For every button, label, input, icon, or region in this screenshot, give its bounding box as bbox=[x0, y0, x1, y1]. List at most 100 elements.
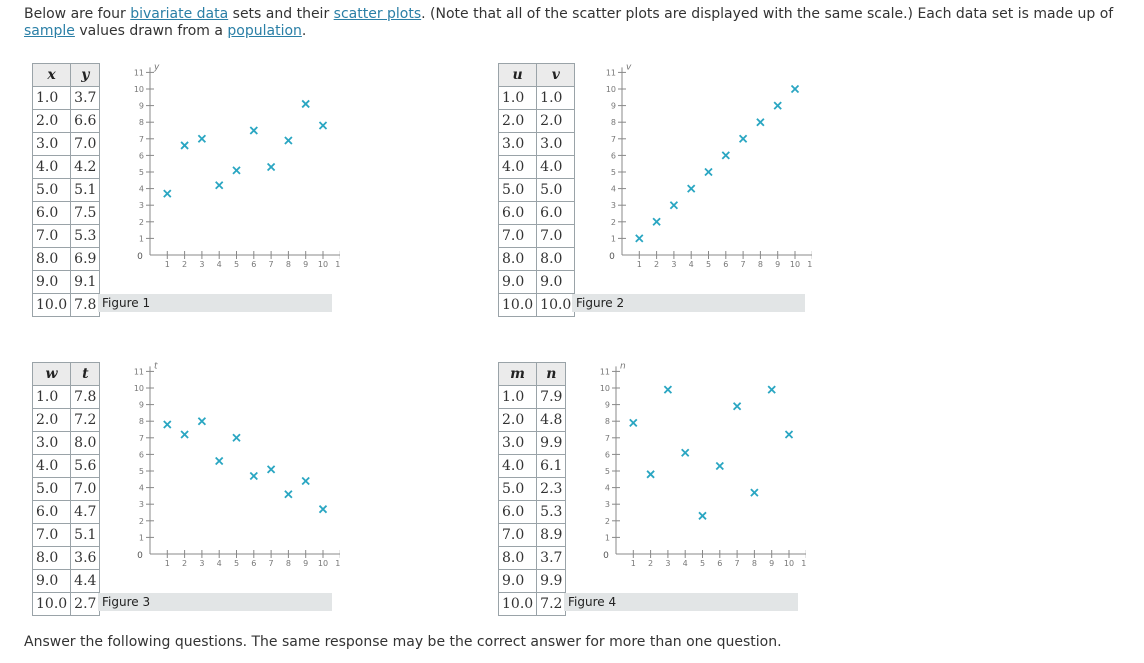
data-point bbox=[721, 151, 730, 160]
x-tick-label: 2 bbox=[648, 559, 653, 568]
sample-link[interactable]: sample bbox=[24, 23, 75, 39]
data-point bbox=[318, 505, 328, 514]
y-value-cell: 9.0 bbox=[536, 270, 576, 294]
data-point bbox=[249, 471, 258, 481]
table-row: 10.0 10.0 bbox=[497, 293, 576, 317]
table-row: 3.0 9.9 bbox=[497, 431, 567, 455]
x-tick-label: 8 bbox=[286, 260, 291, 269]
intro-text-part: . (Note that all of the scatter plots ar… bbox=[421, 6, 1114, 22]
x-tick-label: 10 bbox=[790, 260, 800, 269]
data-point bbox=[232, 433, 241, 442]
x-column-header: u bbox=[497, 63, 538, 87]
y-value-cell: 7.2 bbox=[536, 592, 567, 616]
y-value-cell: 7.9 bbox=[536, 385, 567, 409]
x-tick-label: 10 bbox=[784, 559, 794, 568]
data-point bbox=[180, 141, 189, 150]
y-value-cell: 4.8 bbox=[536, 408, 567, 432]
y-tick-label: 11 bbox=[134, 367, 144, 376]
y-value-cell: 4.2 bbox=[70, 155, 101, 179]
x-tick-label: 10 bbox=[318, 559, 328, 568]
scatter-plot: 011223344556677889910101111wt bbox=[110, 361, 355, 591]
x-tick-label: 7 bbox=[269, 559, 274, 568]
intro-text-part: values drawn from a bbox=[74, 23, 228, 39]
y-tick-label: 1 bbox=[139, 533, 144, 542]
data-table: w t 1.0 7.8 2.0 7.2 3.0 8.0 4.0 5.6 5.0 7.0 6.0 4.7 7.… bbox=[31, 362, 101, 616]
table-row: 8.0 8.0 bbox=[497, 247, 576, 271]
x-tick-label: 4 bbox=[217, 559, 222, 568]
table-row: 5.0 7.0 bbox=[31, 477, 101, 501]
x-value-cell: 9.0 bbox=[497, 270, 538, 294]
axes: 011223344556677889910101111uv bbox=[606, 62, 825, 269]
y-tick-label: 4 bbox=[611, 185, 616, 194]
y-value-cell: 7.0 bbox=[70, 132, 101, 156]
table-row: 4.0 5.6 bbox=[31, 454, 101, 478]
y-value-cell: 7.0 bbox=[536, 224, 576, 248]
y-value-cell: 9.9 bbox=[536, 431, 567, 455]
y-tick-label: 1 bbox=[605, 533, 610, 542]
table-row: 6.0 6.0 bbox=[497, 201, 576, 225]
x-value-cell: 10.0 bbox=[497, 293, 538, 317]
data-point bbox=[767, 385, 776, 394]
x-tick-label: 7 bbox=[269, 260, 274, 269]
y-tick-label: 2 bbox=[611, 218, 616, 227]
table-row: 2.0 4.8 bbox=[497, 408, 567, 432]
table-row: 9.0 9.1 bbox=[31, 270, 101, 294]
table-row: 1.0 7.9 bbox=[497, 385, 567, 409]
table-row: 7.0 7.0 bbox=[497, 224, 576, 248]
bivariate-data-link[interactable]: bivariate data bbox=[130, 6, 229, 22]
x-tick-label: 9 bbox=[303, 559, 308, 568]
figure-2-block: u v 1.0 1.0 2.0 2.0 3.0 3.0 4.0 4.0 5.0 5.0 6.0 6.0 7.… bbox=[497, 62, 825, 317]
table-row: 8.0 3.7 bbox=[497, 546, 567, 570]
scatter-plot-svg: 011223344556677889910101111xy bbox=[134, 62, 353, 269]
x-value-cell: 8.0 bbox=[31, 546, 72, 570]
x-tick-label: 3 bbox=[665, 559, 670, 568]
x-value-cell: 10.0 bbox=[31, 592, 72, 616]
y-column-header: t bbox=[70, 362, 101, 386]
x-tick-label: 11 bbox=[335, 260, 340, 269]
data-points bbox=[163, 417, 328, 514]
y-tick-label: 10 bbox=[134, 85, 144, 94]
data-point bbox=[197, 417, 207, 426]
y-value-cell: 3.0 bbox=[536, 132, 576, 156]
x-value-cell: 6.0 bbox=[31, 500, 72, 524]
y-value-cell: 2.0 bbox=[536, 109, 576, 133]
y-value-cell: 7.8 bbox=[70, 385, 101, 409]
x-tick-label: 9 bbox=[769, 559, 774, 568]
x-tick-label: 1 bbox=[165, 260, 170, 269]
origin-label: 0 bbox=[609, 252, 615, 262]
table-row: 8.0 6.9 bbox=[31, 247, 101, 271]
x-tick-label: 9 bbox=[303, 260, 308, 269]
y-tick-label: 2 bbox=[139, 218, 144, 227]
data-point bbox=[687, 184, 696, 193]
x-tick-label: 5 bbox=[706, 260, 711, 269]
y-value-cell: 7.5 bbox=[70, 201, 101, 225]
y-tick-label: 7 bbox=[605, 434, 610, 443]
y-column-header: n bbox=[536, 362, 567, 386]
table-row: 10.0 2.7 bbox=[31, 592, 101, 616]
y-tick-label: 10 bbox=[606, 85, 616, 94]
y-tick-label: 7 bbox=[611, 135, 616, 144]
population-link[interactable]: population bbox=[227, 23, 302, 39]
y-tick-label: 8 bbox=[605, 417, 610, 426]
x-value-cell: 4.0 bbox=[31, 454, 72, 478]
data-table: m n 1.0 7.9 2.0 4.8 3.0 9.9 4.0 6.1 5.0 2.3 6.0 5.3 7.… bbox=[497, 362, 567, 616]
x-value-cell: 2.0 bbox=[31, 408, 72, 432]
x-tick-label: 2 bbox=[654, 260, 659, 269]
y-tick-label: 10 bbox=[600, 384, 610, 393]
origin-label: 0 bbox=[137, 551, 143, 561]
scatter-plots-link[interactable]: scatter plots bbox=[333, 6, 422, 22]
y-tick-label: 5 bbox=[139, 168, 144, 177]
data-point bbox=[284, 490, 293, 499]
figure-caption: Figure 1 bbox=[98, 294, 332, 312]
x-value-cell: 3.0 bbox=[31, 132, 72, 156]
data-table: x y 1.0 3.7 2.0 6.6 3.0 7.0 4.0 4.2 5.0 5.1 6.0 7.5 7.… bbox=[31, 63, 101, 317]
data-point bbox=[704, 167, 713, 177]
x-tick-label: 5 bbox=[700, 559, 705, 568]
scatter-plot-svg: 011223344556677889910101111uv bbox=[606, 62, 825, 269]
table-row: 5.0 5.0 bbox=[497, 178, 576, 202]
y-value-cell: 9.9 bbox=[536, 569, 567, 593]
x-value-cell: 5.0 bbox=[497, 178, 538, 202]
y-value-cell: 9.1 bbox=[70, 270, 101, 294]
table-row: 1.0 3.7 bbox=[31, 86, 101, 110]
data-point bbox=[266, 162, 276, 172]
